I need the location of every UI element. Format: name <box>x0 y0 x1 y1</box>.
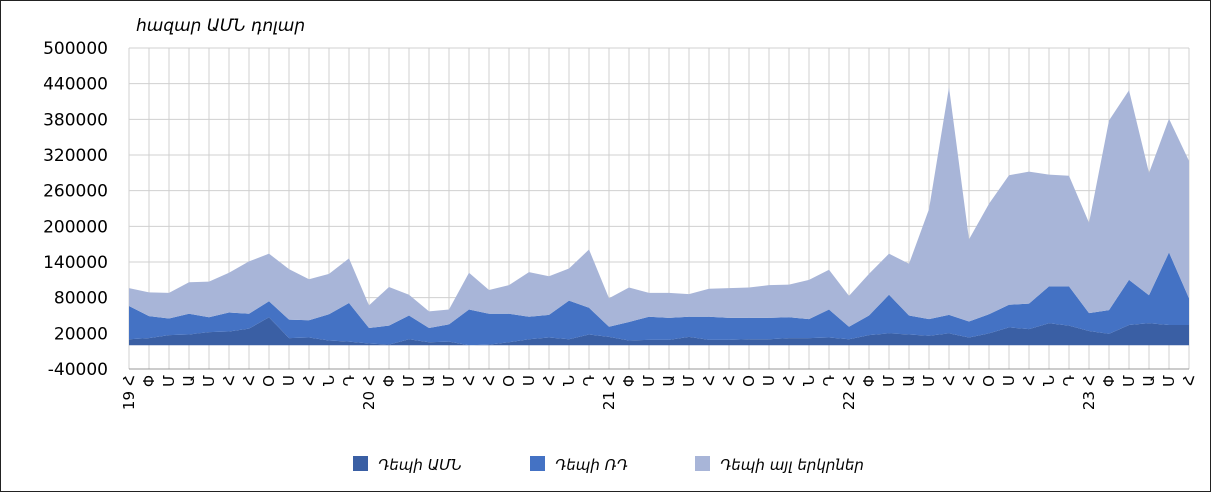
legend-swatch <box>530 456 545 471</box>
x-tick-label: Մ <box>640 375 658 387</box>
x-tick-label: Հ <box>240 375 258 386</box>
x-tick-label: Մ <box>1120 375 1138 387</box>
area-Դեպի այլ երկրներ <box>129 87 1189 328</box>
x-tick-label: Փ <box>1100 375 1118 387</box>
x-tick-label: Հ <box>120 375 138 386</box>
x-tick-label: Հ <box>720 375 738 386</box>
legend-label: Դեպի ԱՄՆ <box>378 456 462 474</box>
x-tick-label: Հ <box>700 375 718 386</box>
x-tick-label: Հ <box>840 375 858 386</box>
legend-swatch <box>353 456 368 471</box>
y-tick-label: 200000 <box>43 217 108 237</box>
x-tick-label: Մ <box>1160 375 1178 387</box>
x-tick-label: Ն <box>1040 375 1058 386</box>
x-tick-label: Հ <box>1020 375 1038 386</box>
x-tick-label: Ա <box>1140 375 1158 387</box>
x-tick-label: Հ <box>1080 375 1098 386</box>
y-tick-label: 80000 <box>54 289 108 309</box>
x-tick-label: Ս <box>760 375 778 386</box>
x-tick-label: Մ <box>400 375 418 387</box>
x-tick-label: Հ <box>1180 375 1198 386</box>
x-tick-label: Փ <box>860 375 878 387</box>
area-Դեպի ԱՄՆ <box>129 317 1189 346</box>
x-tick-label: Դ <box>1060 375 1078 386</box>
x-year-label: 20 <box>360 391 378 410</box>
y-tick-label: 440000 <box>43 75 108 95</box>
legend-label: Դեպի այլ երկրներ <box>720 456 864 474</box>
area-series <box>129 87 1189 346</box>
x-tick-label: Մ <box>440 375 458 387</box>
x-tick-label: Ա <box>900 375 918 387</box>
x-tick-label: Փ <box>380 375 398 387</box>
x-tick-label: Հ <box>360 375 378 386</box>
x-tick-label: Փ <box>620 375 638 387</box>
y-tick-label: 320000 <box>43 146 108 166</box>
x-year-label: 22 <box>840 391 858 410</box>
x-tick-label: Մ <box>880 375 898 387</box>
x-tick-label: Մ <box>920 375 938 387</box>
x-tick-label: Ս <box>1000 375 1018 386</box>
x-tick-label: Հ <box>220 375 238 386</box>
x-tick-label: Օ <box>260 375 278 387</box>
x-tick-label: Հ <box>480 375 498 386</box>
x-tick-label: Ն <box>560 375 578 386</box>
x-tick-label: Օ <box>980 375 998 387</box>
unit-label: հազար ԱՄՆ դոլար <box>136 16 305 36</box>
legend-label: Դեպի ՌԴ <box>555 456 628 474</box>
x-tick-label: Ա <box>660 375 678 387</box>
x-tick-label: Օ <box>500 375 518 387</box>
y-axis: -40000 20000 80000 140000 200000 260000 320000… <box>43 39 108 380</box>
x-tick-label: Փ <box>140 375 158 387</box>
x-tick-label: Ա <box>180 375 198 387</box>
x-tick-label: Հ <box>780 375 798 386</box>
x-tick-label: Հ <box>460 375 478 386</box>
x-tick-label: Դ <box>820 375 838 386</box>
y-tick-label: 500000 <box>43 39 108 59</box>
x-tick-label: Դ <box>340 375 358 386</box>
x-tick-label: Ն <box>320 375 338 386</box>
x-tick-label: Ա <box>420 375 438 387</box>
x-year-label: 21 <box>600 391 618 410</box>
x-tick-label: Օ <box>740 375 758 387</box>
area-Դեպի ՌԴ <box>129 252 1189 346</box>
x-tick-label: Հ <box>960 375 978 386</box>
x-tick-label: Մ <box>160 375 178 387</box>
x-tick-label: Ս <box>280 375 298 386</box>
x-tick-label: Ս <box>520 375 538 386</box>
y-tick-label: 380000 <box>43 110 108 130</box>
legend-swatch <box>695 456 710 471</box>
x-tick-label: Հ <box>940 375 958 386</box>
x-year-label: 19 <box>120 391 138 410</box>
x-tick-label: Ն <box>800 375 818 386</box>
x-year-label: 23 <box>1080 391 1098 410</box>
legend: Դեպի ԱՄՆ Դեպի ՌԴ Դեպի այլ երկրներ <box>353 456 864 474</box>
x-tick-label: Հ <box>300 375 318 386</box>
y-tick-label: 20000 <box>54 324 108 344</box>
x-tick-label: Հ <box>540 375 558 386</box>
y-tick-label: -40000 <box>48 360 108 380</box>
x-tick-label: Մ <box>680 375 698 387</box>
y-tick-label: 140000 <box>43 253 108 273</box>
x-tick-label: Դ <box>580 375 598 386</box>
y-tick-label: 260000 <box>43 182 108 202</box>
x-tick-label: Հ <box>600 375 618 386</box>
x-tick-label: Մ <box>200 375 218 387</box>
